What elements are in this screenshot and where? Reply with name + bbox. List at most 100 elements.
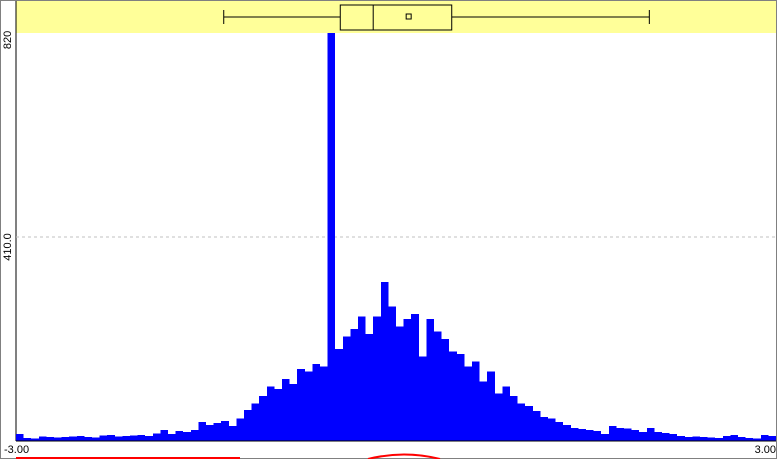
histogram-bar: [563, 425, 571, 441]
histogram-bar: [502, 386, 510, 441]
histogram-bar: [715, 438, 723, 441]
histogram-bar: [54, 437, 62, 441]
histogram-bar: [130, 435, 138, 441]
y-tick-label-top: 820: [2, 31, 14, 49]
histogram-bar: [722, 436, 731, 441]
bottom-curve-peak: [367, 453, 441, 459]
histogram-bar: [677, 436, 685, 441]
histogram-bar: [274, 388, 282, 441]
histogram-bar: [61, 437, 70, 441]
histogram-bar: [692, 436, 700, 441]
histogram-bar: [411, 314, 419, 441]
histogram-bar: [768, 436, 776, 441]
histogram-bar: [198, 422, 206, 441]
histogram-bar: [426, 319, 434, 441]
histogram-bar: [16, 434, 24, 441]
histogram-bar: [350, 329, 358, 441]
histogram-bar: [730, 435, 738, 441]
histogram-bar: [753, 438, 761, 441]
histogram-bar: [396, 326, 404, 441]
histogram-bar: [654, 432, 662, 441]
histogram-bar: [168, 434, 176, 441]
histogram-bar: [327, 33, 336, 441]
histogram-bar: [760, 435, 769, 441]
y-tick-labels: 820 410.0: [2, 31, 14, 261]
histogram-bar: [137, 435, 146, 441]
histogram-bar: [69, 436, 77, 441]
bottom-curve: [16, 453, 441, 459]
histogram-bar: [297, 368, 305, 441]
histogram-bar: [358, 316, 366, 441]
histogram-bar: [418, 356, 427, 441]
histogram-bar: [122, 436, 130, 441]
histogram-bar: [289, 383, 298, 441]
histogram-bar: [221, 421, 229, 441]
histogram-bar: [99, 435, 108, 441]
histogram-bar: [662, 433, 670, 441]
histogram-bar: [46, 437, 54, 441]
histogram-bar: [669, 434, 678, 441]
histogram-bar: [175, 431, 184, 441]
histogram-bar: [266, 386, 275, 441]
histogram-bar: [365, 334, 374, 441]
histogram-bar: [540, 417, 548, 441]
histogram-bars: [16, 33, 776, 441]
histogram-bar: [335, 348, 343, 441]
histogram-bar: [555, 422, 564, 441]
histogram-bar: [152, 433, 161, 441]
histogram-bar: [616, 428, 624, 441]
histogram-bar: [624, 428, 632, 441]
histogram-bar: [84, 437, 92, 441]
histogram-bar: [380, 281, 389, 441]
histogram-bar: [388, 306, 396, 441]
histogram-bar: [578, 429, 586, 441]
histogram-bar: [259, 396, 267, 441]
mean-marker: [405, 13, 412, 20]
boxplot-band: [16, 1, 776, 33]
histogram-bar: [456, 353, 465, 441]
histogram-bar: [586, 430, 594, 441]
x-tick-label-min: -3.00: [4, 444, 29, 456]
histogram-bar: [601, 434, 609, 441]
histogram-bar: [312, 363, 320, 441]
histogram-bar: [517, 403, 526, 441]
histogram-bar: [684, 437, 693, 441]
histogram-bar: [472, 361, 480, 441]
histogram-bar: [92, 437, 100, 441]
histogram-bar: [244, 410, 252, 441]
histogram-bar: [570, 428, 579, 441]
histogram-bar: [745, 438, 754, 441]
histogram-bar: [206, 425, 214, 441]
histogram-bar: [114, 436, 123, 441]
histogram-bar: [525, 406, 533, 441]
histogram-bar: [76, 436, 85, 441]
histogram-bar: [631, 430, 640, 441]
histogram-bar: [38, 436, 47, 441]
histogram-bar: [160, 430, 168, 441]
histogram-bar: [236, 418, 244, 441]
histogram-bar: [479, 381, 488, 441]
histogram-bar: [646, 428, 655, 441]
histogram-bar: [145, 436, 153, 441]
histogram-bar: [251, 403, 260, 441]
histogram-bar: [23, 438, 32, 441]
histogram-bar: [548, 418, 556, 441]
histogram-bar: [510, 396, 518, 441]
histogram-bar: [608, 426, 617, 441]
histogram-bar: [213, 423, 222, 441]
histogram-bar: [373, 316, 381, 441]
iqr-box: [339, 4, 453, 31]
histogram-bar: [700, 437, 708, 441]
boxplot: [223, 4, 650, 31]
histogram-bar: [532, 411, 541, 441]
histogram-bar: [228, 426, 237, 441]
histogram-bar: [282, 378, 290, 441]
histogram-bar: [107, 435, 115, 441]
histogram-bar: [707, 437, 716, 441]
histogram-bar: [494, 393, 503, 441]
histogram-bar: [434, 331, 442, 441]
histogram-bar: [738, 437, 746, 441]
histogram-bar: [441, 339, 450, 441]
histogram-bar: [464, 366, 472, 441]
